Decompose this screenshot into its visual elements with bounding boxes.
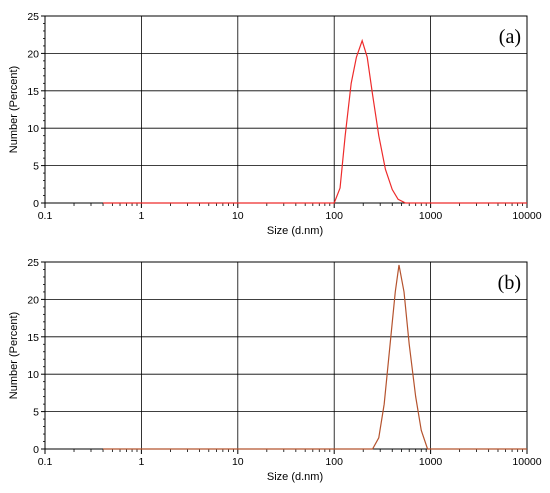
series-line-0 xyxy=(103,38,527,204)
panel-label: (a) xyxy=(499,26,521,48)
y-tick-label: 20 xyxy=(27,294,39,306)
y-tick-label: 25 xyxy=(27,11,39,23)
x-tick-label: 10 xyxy=(232,210,244,222)
x-tick-label: 0.1 xyxy=(38,210,53,222)
x-tick-label: 100 xyxy=(325,210,343,222)
x-axis-label: Size (d.nm) xyxy=(267,471,323,483)
y-tick-label: 20 xyxy=(27,48,39,60)
y-tick-label: 5 xyxy=(33,161,39,173)
y-tick-label: 15 xyxy=(27,332,39,344)
y-tick-label: 25 xyxy=(27,257,39,269)
x-tick-label: 1 xyxy=(138,456,144,468)
x-tick-label: 100 xyxy=(325,456,343,468)
x-tick-label: 10000 xyxy=(512,456,541,468)
x-tick-label: 1 xyxy=(138,210,144,222)
chart-panel-0: 0 5 10 15 20 25 0.1 1 10 100 1000 10000 Size (d.nm) N… xyxy=(8,11,542,237)
plot-frame xyxy=(44,261,528,450)
x-tick-label: 1000 xyxy=(419,456,443,468)
x-tick-label: 1000 xyxy=(419,210,443,222)
y-tick-label: 15 xyxy=(27,86,39,98)
series-line-0 xyxy=(103,264,527,450)
chart-panel-1: 0 5 10 15 20 25 0.1 1 10 100 1000 10000 Size (d.nm) N… xyxy=(8,257,542,483)
y-axis-label: Number (Percent) xyxy=(8,66,20,153)
y-axis-label: Number (Percent) xyxy=(8,312,20,399)
x-tick-label: 10000 xyxy=(512,210,541,222)
panel-label: (b) xyxy=(498,272,521,294)
y-tick-label: 10 xyxy=(27,369,39,381)
y-tick-label: 5 xyxy=(33,407,39,419)
x-tick-label: 0.1 xyxy=(38,456,53,468)
y-tick-label: 0 xyxy=(33,198,39,210)
y-tick-label: 0 xyxy=(33,444,39,456)
plot-frame xyxy=(44,15,528,204)
x-tick-label: 10 xyxy=(232,456,244,468)
x-axis-label: Size (d.nm) xyxy=(267,225,323,237)
y-tick-label: 10 xyxy=(27,123,39,135)
